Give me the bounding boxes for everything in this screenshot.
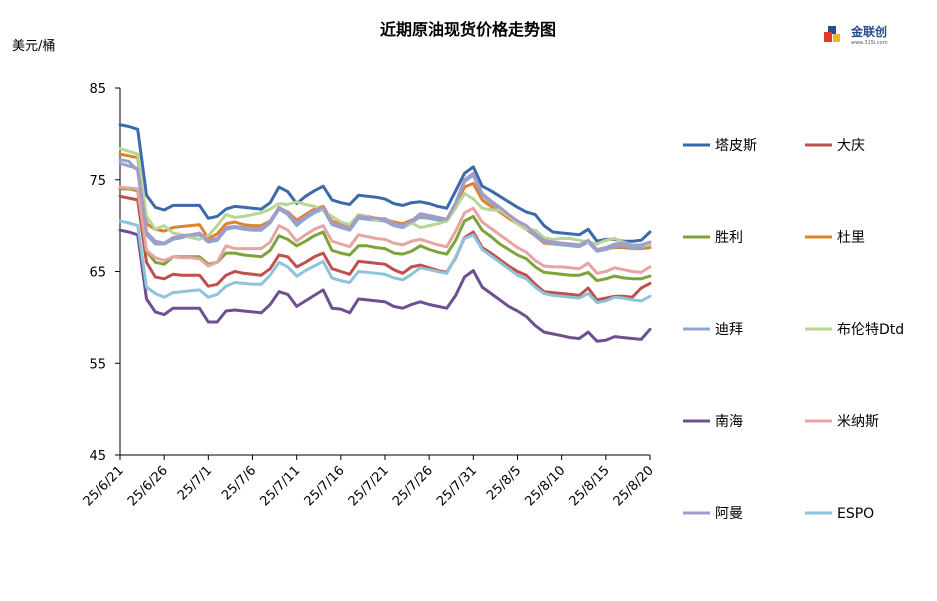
legend-label: 布伦特Dtd bbox=[837, 322, 904, 338]
logo-name: 金联创 bbox=[850, 24, 887, 39]
legend-label: 迪拜 bbox=[715, 322, 743, 338]
series-line-8 bbox=[118, 185, 652, 275]
x-tick-label: 25/6/26 bbox=[125, 463, 171, 509]
x-tick-label: 25/7/11 bbox=[257, 463, 303, 509]
chart-title: 近期原油现货价格走势图 bbox=[380, 20, 556, 39]
x-tick-label: 25/8/5 bbox=[484, 463, 524, 503]
series-layer bbox=[118, 123, 652, 343]
y-axis-unit: 美元/桶 bbox=[12, 39, 55, 54]
legend-label: 阿曼 bbox=[715, 506, 743, 522]
x-tick-label: 25/7/21 bbox=[346, 463, 392, 509]
x-tick-label: 25/6/21 bbox=[81, 463, 127, 509]
y-tick-label: 65 bbox=[89, 266, 106, 281]
legend-label: ESPO bbox=[837, 506, 874, 522]
legend-label: 塔皮斯 bbox=[715, 138, 757, 154]
x-tick-label: 25/8/20 bbox=[611, 463, 657, 509]
legend-label: 杜里 bbox=[837, 230, 865, 246]
x-tick-label: 25/8/15 bbox=[567, 463, 613, 509]
series-line-10 bbox=[118, 219, 652, 305]
series-line-5 bbox=[118, 158, 652, 253]
y-tick-label: 85 bbox=[89, 82, 106, 97]
legend-label: 米纳斯 bbox=[837, 414, 879, 430]
legend-label: 南海 bbox=[715, 414, 743, 430]
logo-mark-icon bbox=[824, 26, 840, 42]
legend-label: 胜利 bbox=[715, 230, 743, 246]
y-tick-label: 45 bbox=[89, 449, 106, 464]
y-tick-label: 75 bbox=[89, 174, 106, 189]
series-line-7 bbox=[118, 228, 652, 343]
x-tick-label: 25/7/26 bbox=[390, 463, 436, 509]
x-tick-label: 25/7/16 bbox=[302, 463, 348, 509]
series-line-9 bbox=[118, 161, 652, 251]
x-tick-label: 25/7/31 bbox=[434, 463, 480, 509]
series-line-6 bbox=[118, 147, 652, 247]
x-tick-label: 25/8/10 bbox=[522, 463, 568, 509]
series-line-1 bbox=[118, 123, 652, 243]
x-tick-label: 25/7/1 bbox=[175, 463, 215, 503]
series-line-2 bbox=[118, 194, 652, 302]
brand-logo: 金联创 www.315i.com bbox=[824, 24, 888, 46]
y-tick-label: 55 bbox=[89, 357, 106, 372]
logo-url: www.315i.com bbox=[851, 40, 888, 46]
x-tick-label: 25/7/6 bbox=[219, 463, 259, 503]
legend-label: 大庆 bbox=[837, 138, 865, 154]
